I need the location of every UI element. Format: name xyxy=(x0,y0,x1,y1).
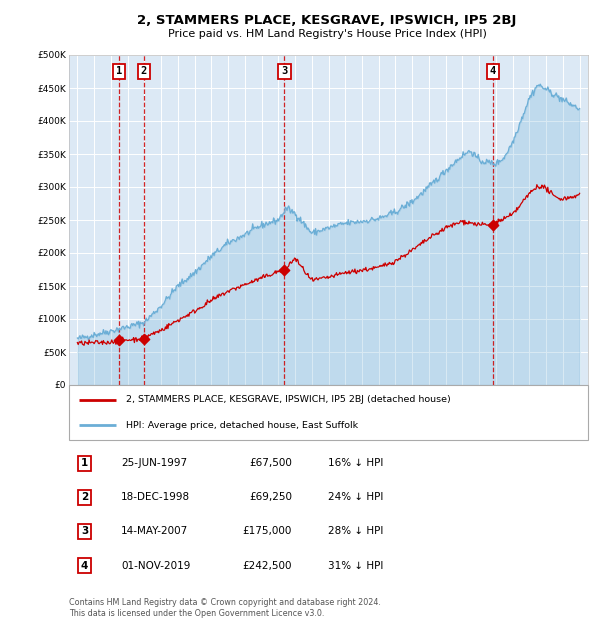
Text: 24% ↓ HPI: 24% ↓ HPI xyxy=(329,492,384,502)
Text: £175,000: £175,000 xyxy=(243,526,292,536)
Text: 18-DEC-1998: 18-DEC-1998 xyxy=(121,492,190,502)
Text: Price paid vs. HM Land Registry's House Price Index (HPI): Price paid vs. HM Land Registry's House … xyxy=(167,29,487,38)
Text: 4: 4 xyxy=(490,66,496,76)
Point xyxy=(139,334,148,344)
Point xyxy=(488,220,498,230)
Text: £69,250: £69,250 xyxy=(249,492,292,502)
Text: 28% ↓ HPI: 28% ↓ HPI xyxy=(329,526,384,536)
Text: 16% ↓ HPI: 16% ↓ HPI xyxy=(329,458,384,468)
Text: 31% ↓ HPI: 31% ↓ HPI xyxy=(329,560,384,570)
Text: £242,500: £242,500 xyxy=(242,560,292,570)
Text: 14-MAY-2007: 14-MAY-2007 xyxy=(121,526,188,536)
Point xyxy=(280,265,289,275)
Text: £67,500: £67,500 xyxy=(249,458,292,468)
Text: 3: 3 xyxy=(81,526,88,536)
Point xyxy=(114,335,124,345)
Text: 1: 1 xyxy=(81,458,88,468)
Text: 2, STAMMERS PLACE, KESGRAVE, IPSWICH, IP5 2BJ: 2, STAMMERS PLACE, KESGRAVE, IPSWICH, IP… xyxy=(137,14,517,27)
Text: 01-NOV-2019: 01-NOV-2019 xyxy=(121,560,190,570)
Text: 2, STAMMERS PLACE, KESGRAVE, IPSWICH, IP5 2BJ (detached house): 2, STAMMERS PLACE, KESGRAVE, IPSWICH, IP… xyxy=(126,396,451,404)
Text: 4: 4 xyxy=(81,560,88,570)
Text: 25-JUN-1997: 25-JUN-1997 xyxy=(121,458,187,468)
Text: 1: 1 xyxy=(116,66,122,76)
Text: 3: 3 xyxy=(281,66,287,76)
Text: 2: 2 xyxy=(140,66,147,76)
Text: Contains HM Land Registry data © Crown copyright and database right 2024.
This d: Contains HM Land Registry data © Crown c… xyxy=(69,598,381,618)
Text: 2: 2 xyxy=(81,492,88,502)
Text: HPI: Average price, detached house, East Suffolk: HPI: Average price, detached house, East… xyxy=(126,420,358,430)
